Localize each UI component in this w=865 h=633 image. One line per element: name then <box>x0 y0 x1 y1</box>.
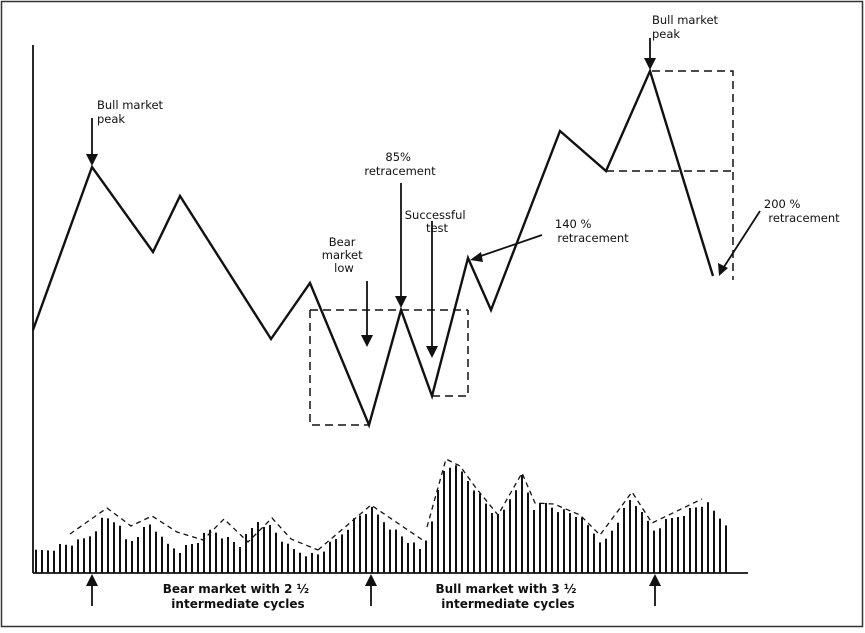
retracement-boxes <box>309 70 734 426</box>
label-successful-test: Successful test <box>405 208 469 235</box>
volume-histogram <box>35 465 727 573</box>
label-85pct: 85% retracement <box>364 150 436 178</box>
label-bull-peak-2: Bull market peak <box>652 13 722 41</box>
caption-bear-market: Bear market with 2 ½ intermediate cycles <box>163 582 314 611</box>
bull-peak-box <box>652 70 734 280</box>
test-box <box>432 310 469 397</box>
caption-bull-market: Bull market with 3 ½ intermediate cycles <box>435 582 580 611</box>
label-200pct: 200 % retracement <box>764 197 840 225</box>
annotation-arrows <box>91 38 761 606</box>
bear-low-box <box>309 310 369 426</box>
label-bull-peak-1: Bull market peak <box>97 98 167 126</box>
arrow-140pct <box>474 234 543 259</box>
price-line <box>31 67 715 429</box>
label-bear-low: Bear market low <box>322 235 366 275</box>
volume-trend-lines <box>69 458 703 551</box>
arrowheads <box>86 58 728 586</box>
label-140pct: 140 % retracement <box>555 217 629 245</box>
arrow-200pct <box>721 210 761 271</box>
